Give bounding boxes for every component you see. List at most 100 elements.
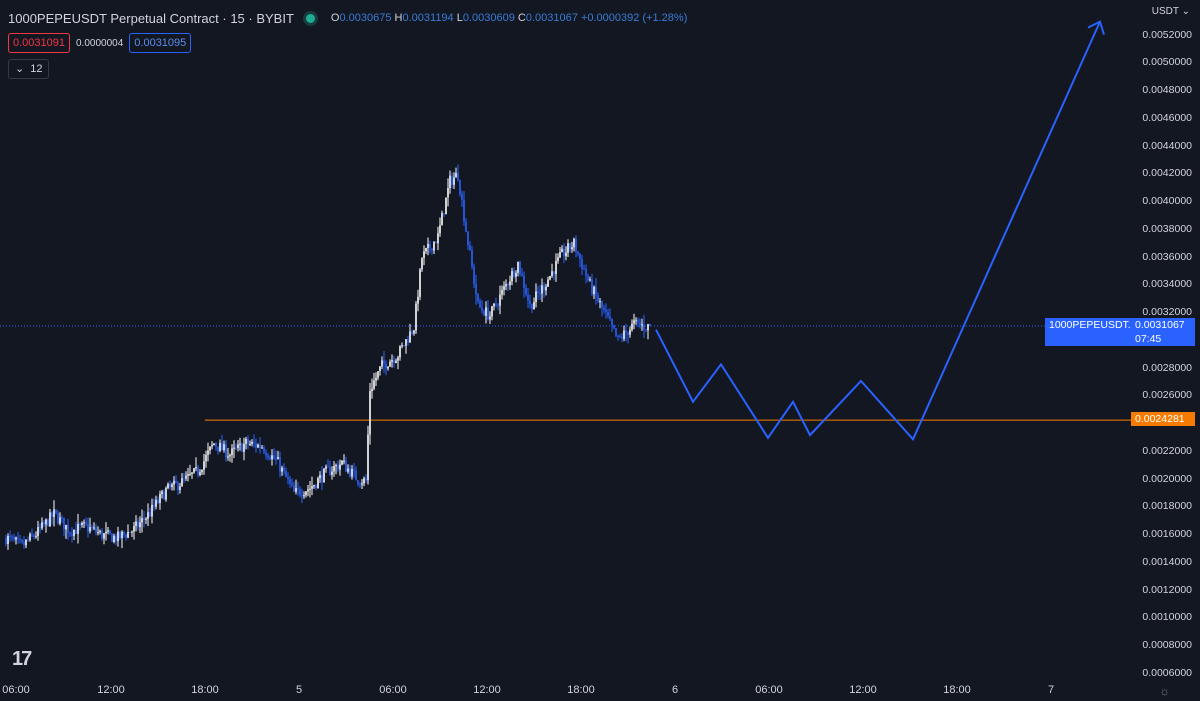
- candle-body: [275, 458, 277, 460]
- candle-body: [259, 444, 261, 448]
- candle-body: [321, 475, 323, 483]
- candle-body: [67, 524, 69, 533]
- candle-body: [283, 467, 285, 471]
- candle-body: [637, 319, 639, 323]
- candle-body: [217, 446, 219, 451]
- candle-body: [59, 517, 61, 524]
- price-tick-label: 0.0010000: [1142, 611, 1192, 624]
- candle-body: [535, 291, 537, 303]
- candle-body: [79, 523, 81, 525]
- candle-body: [425, 247, 427, 252]
- candle-body: [443, 213, 445, 215]
- currency-label: USDT: [1151, 6, 1179, 17]
- candle-body: [243, 443, 245, 452]
- candle-body: [315, 485, 317, 488]
- candle-body: [105, 531, 107, 534]
- candle-body: [565, 252, 567, 257]
- candle-body: [165, 488, 167, 500]
- candle-body: [249, 443, 251, 445]
- low-value: 0.0030609: [462, 12, 515, 24]
- candle-body: [629, 329, 631, 335]
- time-tick-label: 18:00: [943, 684, 971, 696]
- candle-body: [337, 465, 339, 470]
- candle-body: [51, 512, 53, 517]
- candle-body: [573, 238, 575, 248]
- candle-body: [371, 388, 373, 392]
- candle-body: [113, 535, 115, 542]
- gear-icon[interactable]: ☼: [1159, 684, 1170, 698]
- candle-body: [293, 485, 295, 492]
- candle-body: [273, 455, 275, 459]
- candle-body: [33, 535, 35, 537]
- candle-body: [483, 310, 485, 316]
- candle-body: [407, 339, 409, 343]
- candle-body: [239, 443, 241, 445]
- candle-body: [383, 360, 385, 364]
- indicators-toggle[interactable]: ⌄ 12: [8, 59, 50, 79]
- candle-body: [235, 447, 237, 449]
- candle-body: [421, 258, 423, 270]
- candle-body: [125, 534, 127, 538]
- candle-body: [527, 294, 529, 301]
- candle-body: [245, 438, 247, 444]
- candle-body: [511, 271, 513, 282]
- candle-body: [495, 303, 497, 305]
- candle-body: [647, 324, 649, 331]
- candle-body: [553, 271, 555, 275]
- candle-body: [215, 443, 217, 447]
- candle-body: [531, 303, 533, 310]
- candle-body: [279, 457, 281, 472]
- candle-body: [561, 248, 563, 253]
- candle-body: [185, 475, 187, 479]
- high-key: H: [394, 12, 403, 24]
- candle-body: [159, 493, 161, 504]
- time-tick-label: 06:00: [755, 684, 783, 696]
- candle-body: [75, 529, 77, 534]
- candle-body: [261, 447, 263, 449]
- candle-body: [369, 391, 371, 435]
- candle-body: [203, 461, 205, 470]
- candle-body: [429, 243, 431, 249]
- candle-body: [207, 450, 209, 455]
- candle-body: [13, 536, 15, 540]
- candle-body: [649, 324, 651, 326]
- order-panel: 0.0031091 0.0000004 0.0031095: [8, 33, 192, 53]
- candle-body: [107, 530, 109, 532]
- candle-body: [219, 442, 221, 451]
- candle-body: [343, 460, 345, 462]
- price-tick-label: 0.0012000: [1142, 583, 1192, 596]
- candle-body: [403, 345, 405, 347]
- candle-body: [37, 527, 39, 537]
- candle-body: [231, 448, 233, 456]
- symbol-title[interactable]: 1000PEPEUSDT Perpetual Contract · 15 · B…: [8, 10, 294, 26]
- time-tick-label: 12:00: [97, 684, 125, 696]
- buy-button[interactable]: 0.0031095: [129, 33, 192, 53]
- candle-body: [253, 441, 255, 444]
- candle-body: [479, 301, 481, 308]
- candle-body: [225, 444, 227, 458]
- candle-body: [303, 495, 305, 497]
- candle-body: [585, 269, 587, 276]
- time-tick-label: 5: [295, 684, 303, 696]
- candle-body: [423, 251, 425, 259]
- candle-body: [149, 512, 151, 517]
- candle-body: [171, 484, 173, 487]
- open-value: 0.0030675: [339, 12, 392, 24]
- candle-body: [265, 452, 267, 456]
- candle-body: [163, 491, 165, 500]
- candle-body: [367, 434, 369, 481]
- candle-body: [473, 266, 475, 284]
- high-value: 0.0031194: [402, 12, 454, 24]
- candle-body: [521, 273, 523, 276]
- price-tick-label: 0.0052000: [1142, 28, 1192, 41]
- candle-body: [433, 242, 435, 251]
- candle-body: [405, 339, 407, 346]
- close-key: C: [517, 12, 526, 24]
- currency-selector[interactable]: USDT ⌄: [1152, 6, 1190, 17]
- sell-button[interactable]: 0.0031091: [8, 33, 70, 53]
- candle-body: [331, 471, 333, 475]
- tradingview-logo-icon[interactable]: 17: [12, 648, 32, 670]
- candle-body: [199, 472, 201, 475]
- candle-body: [441, 213, 443, 226]
